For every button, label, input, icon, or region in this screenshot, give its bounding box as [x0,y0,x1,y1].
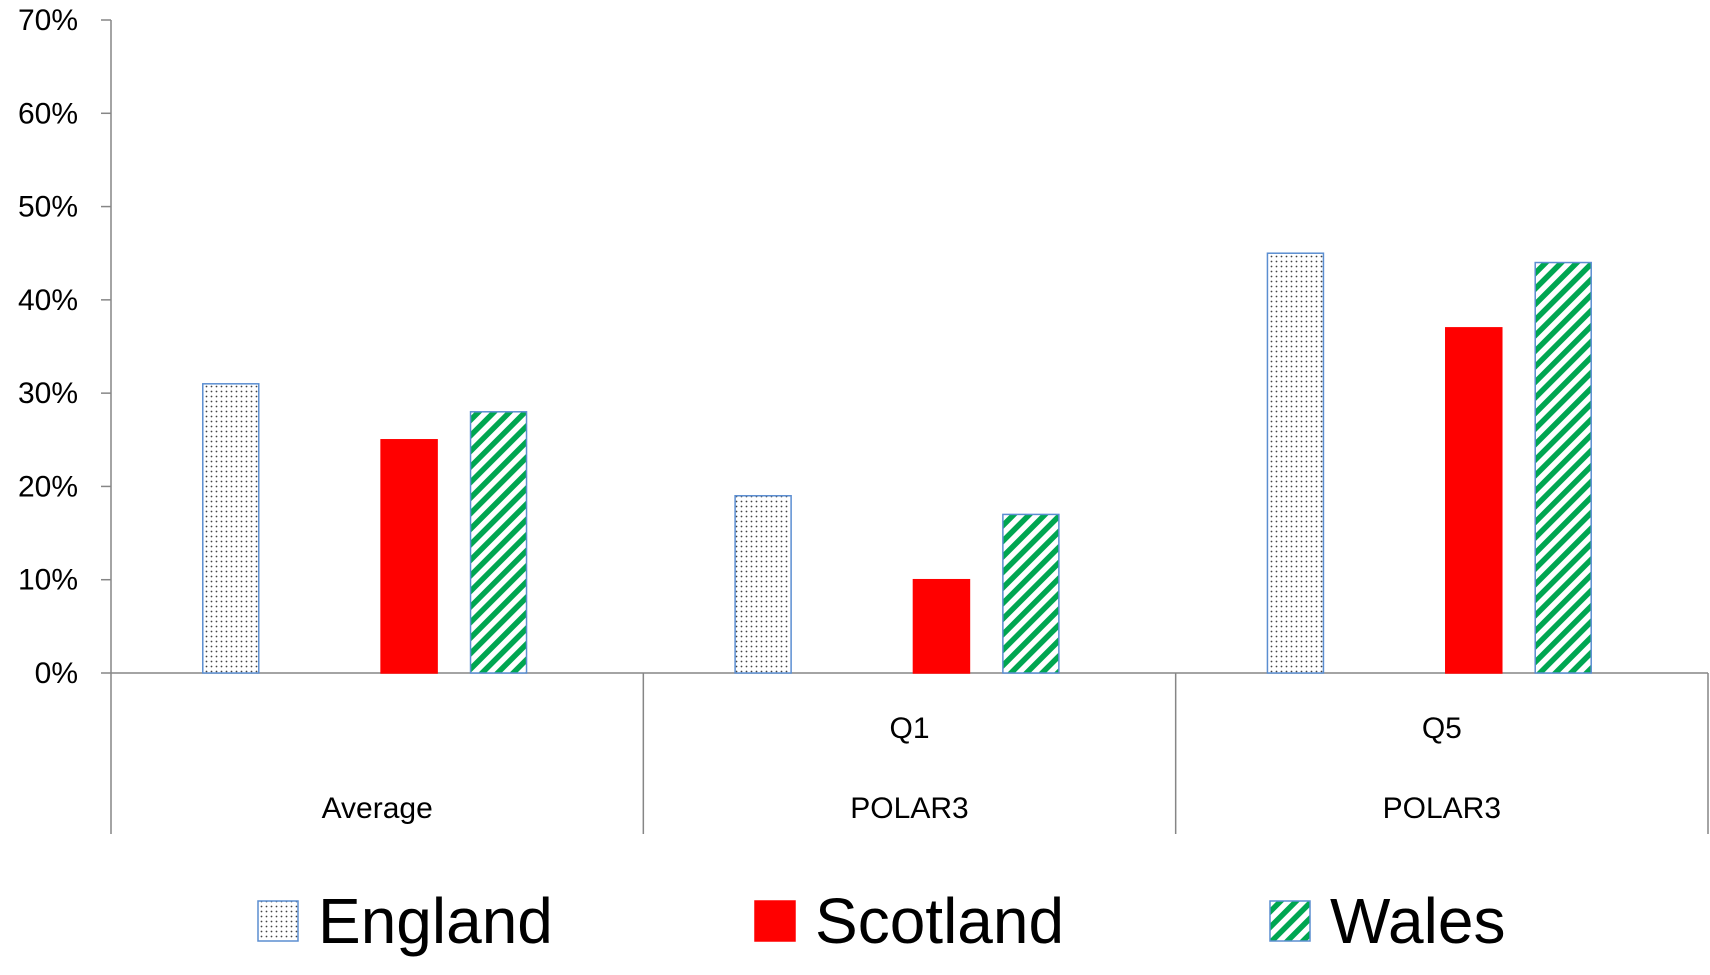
bar-scotland [912,578,971,674]
category-label: POLAR3 [850,792,968,825]
bar-wales [1002,513,1060,674]
y-tick-label: 60% [18,97,78,130]
bar-england [202,383,260,674]
bar-wales [1534,261,1592,674]
bar-scotland [380,439,438,674]
y-tick-label: 70% [18,4,78,37]
axes [110,20,1709,834]
y-tick-label: 40% [18,284,78,317]
bar-england [734,495,792,674]
category-label: POLAR3 [1383,792,1501,825]
bar-england [1266,252,1325,674]
category-label: Q5 [1422,712,1462,745]
legend-label-wales: Wales [1330,885,1505,957]
legend-label-england: England [318,885,553,957]
legend-swatch-england [257,900,299,942]
y-tick-label: 30% [18,377,78,410]
category-label: Q1 [889,712,929,745]
y-tick-label: 0% [35,657,78,690]
legend-swatch-wales [1269,900,1311,942]
y-axis-ticks: 0% 10% 20% 30% 40% 50% 60% 70% [18,4,111,690]
bar-scotland [1445,327,1503,674]
legend-swatch-scotland [754,900,796,942]
bars [202,252,1592,674]
y-tick-label: 50% [18,191,78,224]
category-label: Average [322,792,433,825]
legend: England Scotland Wales [257,885,1505,957]
bar-wales [469,411,528,674]
y-tick-label: 10% [18,564,78,597]
legend-label-scotland: Scotland [815,885,1064,957]
y-tick-label: 20% [18,470,78,503]
category-labels: Average Q1 POLAR3 Q5 POLAR3 [322,712,1501,825]
